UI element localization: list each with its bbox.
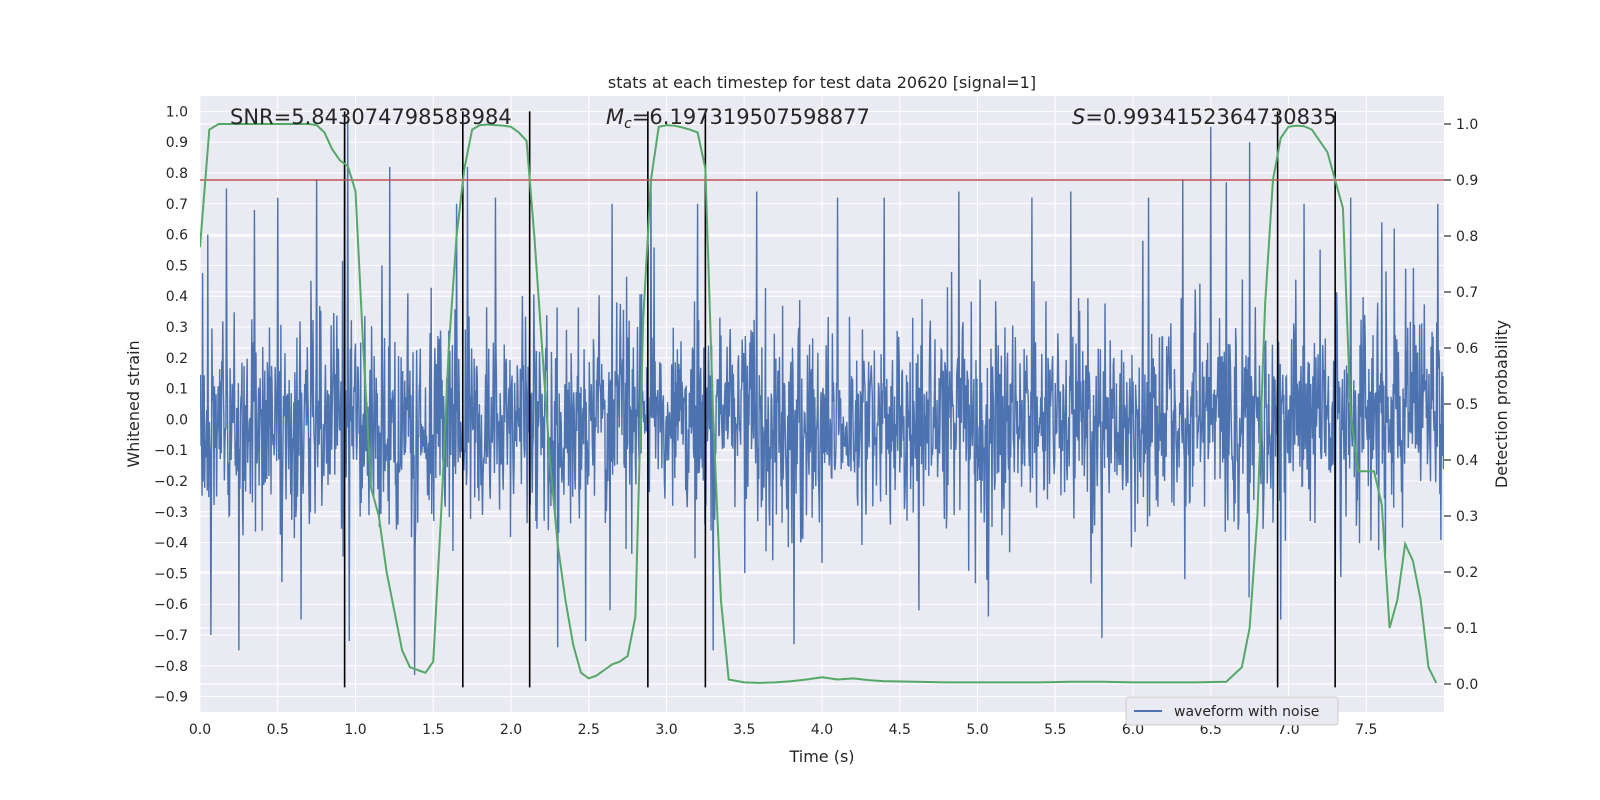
legend-box [1125, 696, 1339, 726]
chirp-mass-annotation: Mc=6.197319507598877 [606, 105, 870, 132]
y-left-tick-label: 0.3 [166, 320, 188, 336]
y-right-tick-label: 1.0 [1456, 117, 1478, 133]
y-left-tick-label: −0.5 [154, 566, 188, 582]
y-right-tick-label: 0.8 [1456, 229, 1478, 245]
y-right-tick-label: 0.9 [1456, 173, 1478, 189]
y-left-tick-label: −0.2 [154, 474, 188, 490]
y-left-axis-ticks: 1.0 0.9 0.8 0.7 0.6 0.5 0.4 0.3 0.2 0.1 0.0 −0.1 −0.… [154, 104, 188, 705]
x-tick-label: 5.5 [1044, 722, 1066, 738]
detection-series [200, 123, 1438, 684]
chart-title: stats at each timestep for test data 206… [608, 73, 1036, 92]
y-right-tick-label: 0.5 [1456, 397, 1478, 413]
y-left-axis-label: Whitened strain [124, 340, 143, 467]
x-tick-label: 2.5 [578, 722, 600, 738]
y-left-tick-label: −0.6 [154, 597, 188, 613]
legend-label-waveform: waveform with noise [1174, 704, 1319, 720]
y-right-tick-label: 0.2 [1456, 565, 1478, 581]
y-left-tick-label: 0.6 [166, 228, 188, 244]
x-axis-ticks: 0.0 0.5 1.0 1.5 2.0 2.5 3.0 3.5 4.0 4.5 5.0 5.5 6.0 6… [189, 722, 1378, 738]
chirp-mass-subscript: c [624, 116, 632, 132]
y-right-tick-label: 0.6 [1456, 341, 1478, 357]
y-left-tick-label: −0.9 [154, 690, 188, 706]
x-tick-label: 0.0 [189, 722, 211, 738]
y-left-tick-label: 0.1 [166, 382, 188, 398]
x-tick-label: 7.5 [1355, 722, 1377, 738]
chirp-mass-symbol: M [606, 105, 624, 129]
waveform-series [200, 114, 1444, 676]
x-tick-label: 4.0 [811, 722, 833, 738]
y-left-tick-label: −0.3 [154, 505, 188, 521]
x-tick-label: 6.0 [1122, 722, 1144, 738]
s-symbol: S [1072, 105, 1085, 129]
x-tick-label: 1.5 [422, 722, 444, 738]
y-right-tick-label: 0.4 [1456, 453, 1478, 469]
x-tick-label: 3.5 [733, 722, 755, 738]
y-left-tick-label: −0.7 [154, 628, 188, 644]
x-tick-label: 7.0 [1277, 722, 1299, 738]
x-axis-label: Time (s) [788, 747, 854, 766]
x-tick-label: 1.0 [344, 722, 366, 738]
legend: waveform with noise [1125, 696, 1339, 726]
x-tick-label: 0.5 [267, 722, 289, 738]
y-left-tick-label: −0.1 [154, 443, 188, 459]
y-right-tick-label: 0.7 [1456, 285, 1478, 301]
event-markers [343, 111, 1336, 688]
y-right-tick-label: 0.1 [1456, 621, 1478, 637]
y-right-axis-label: Detection probability [1492, 320, 1511, 488]
x-tick-label: 5.0 [966, 722, 988, 738]
y-left-tick-label: 0.0 [166, 412, 188, 428]
y-left-tick-label: 0.5 [166, 258, 188, 274]
s-annotation: S=0.9934152364730835 [1072, 105, 1337, 129]
x-tick-label: 3.0 [655, 722, 677, 738]
y-left-tick-label: 1.0 [166, 104, 188, 120]
y-left-tick-label: 0.9 [166, 135, 188, 151]
x-tick-label: 4.5 [889, 722, 911, 738]
y-left-tick-label: 0.4 [166, 289, 188, 305]
y-left-tick-label: −0.4 [154, 536, 188, 552]
x-tick-label: 2.0 [500, 722, 522, 738]
y-left-tick-label: 0.8 [166, 166, 188, 182]
s-value: =0.9934152364730835 [1085, 105, 1336, 129]
y-left-tick-label: 0.7 [166, 197, 188, 213]
y-right-tick-label: 0.0 [1456, 677, 1478, 693]
chirp-mass-value: =6.197319507598877 [632, 105, 870, 129]
y-right-axis-ticks: 1.0 0.9 0.8 0.7 0.6 0.5 0.4 0.3 0.2 0.1 0.0 [1444, 117, 1478, 693]
waveform-line [200, 114, 1444, 676]
detection-probability-line [200, 123, 1438, 684]
snr-annotation: SNR=5.843074798583984 [230, 105, 512, 129]
y-left-tick-label: −0.8 [154, 659, 188, 675]
y-right-tick-label: 0.3 [1456, 509, 1478, 525]
y-left-tick-label: 0.2 [166, 351, 188, 367]
x-tick-label: 6.5 [1200, 722, 1222, 738]
